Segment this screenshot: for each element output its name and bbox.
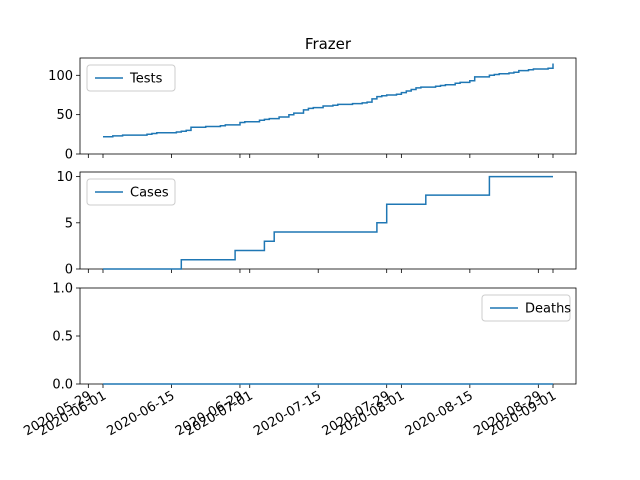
y-tick-label: 50	[56, 108, 73, 123]
y-tick-label: 100	[48, 69, 73, 84]
subplot-1: 0 50 100 Tests	[48, 57, 577, 163]
x-tick-label: 2020-07-15	[251, 388, 324, 439]
y-tick-label: 0.0	[52, 378, 73, 393]
series-line-tests	[103, 63, 554, 138]
subplot-2: 0 5 10 Cases	[56, 170, 577, 278]
legend-box	[86, 64, 176, 92]
y-tick-label: 0	[65, 148, 73, 163]
series-line-cases	[103, 175, 553, 270]
y-tick-label: 0	[65, 263, 73, 278]
y-tick-label: 10	[56, 170, 73, 185]
y-tick-label: 1.0	[52, 282, 73, 297]
legend-label: Tests	[129, 72, 163, 87]
legend-label: Cases	[130, 186, 169, 201]
legend-box	[86, 178, 176, 206]
x-tick-label: 2020-08-15	[403, 388, 476, 439]
legend-box	[481, 294, 571, 322]
legend-label: Deaths	[525, 302, 571, 317]
chart-title: Frazer	[305, 35, 352, 53]
x-tick-label: 2020-06-15	[105, 388, 178, 439]
plot-frame	[79, 57, 577, 155]
y-tick-label: 5	[65, 216, 73, 231]
subplot-3: 0.0 0.5 1.0 Deaths	[52, 282, 577, 393]
plot-frame	[79, 171, 577, 270]
y-tick-label: 0.5	[52, 330, 73, 345]
